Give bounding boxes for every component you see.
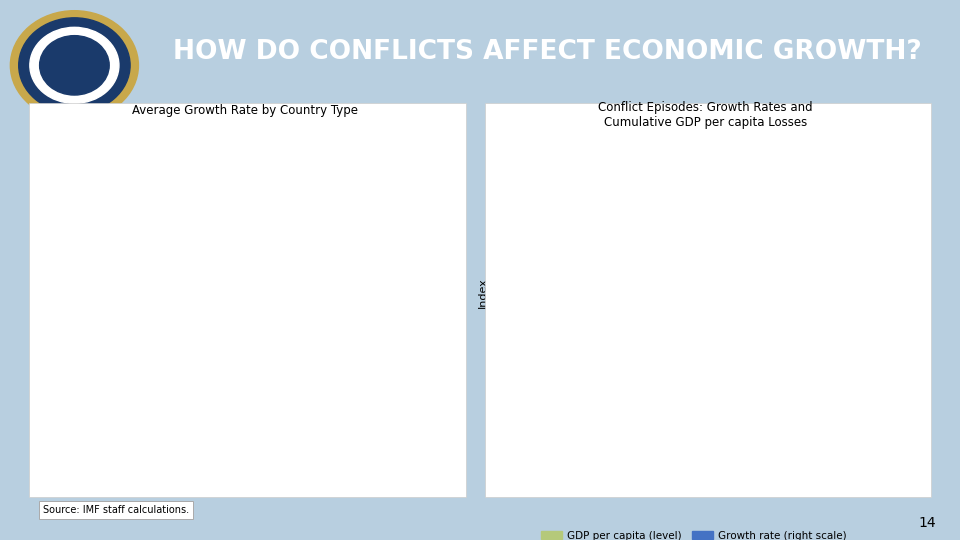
Circle shape [39, 36, 109, 95]
Y-axis label: Percent: Percent [35, 272, 45, 314]
Text: Cumulative GDP per capita Losses: Cumulative GDP per capita Losses [604, 116, 807, 129]
Text: HOW DO CONFLICTS AFFECT ECONOMIC GROWTH?: HOW DO CONFLICTS AFFECT ECONOMIC GROWTH? [173, 39, 922, 65]
Y-axis label: Index: Index [478, 278, 489, 308]
Bar [316, 293, 349, 406]
Circle shape [11, 11, 138, 120]
Y-axis label: Percent: Percent [893, 272, 902, 314]
Text: Average Growth Rate by Country Type: Average Growth Rate by Country Type [132, 104, 358, 117]
Bar [188, 150, 222, 293]
Legend: GDP per capita (level), Growth rate (right scale): GDP per capita (level), Growth rate (rig… [537, 526, 851, 540]
Bar [94, 205, 128, 293]
Bar [410, 269, 444, 293]
Circle shape [18, 18, 130, 113]
Legend: No conflict, In conflict: No conflict, In conflict [82, 415, 161, 448]
Bar [128, 293, 160, 305]
Circle shape [30, 28, 119, 103]
Text: Source: IMF staff calculations.: Source: IMF staff calculations. [43, 505, 189, 515]
Bar [283, 197, 316, 293]
X-axis label: Years since start of conflict: Years since start of conflict [618, 477, 769, 487]
Text: 14: 14 [919, 516, 936, 530]
Text: Conflict Episodes: Growth Rates and: Conflict Episodes: Growth Rates and [598, 102, 813, 114]
Bar [222, 239, 254, 293]
Bar [377, 221, 410, 293]
